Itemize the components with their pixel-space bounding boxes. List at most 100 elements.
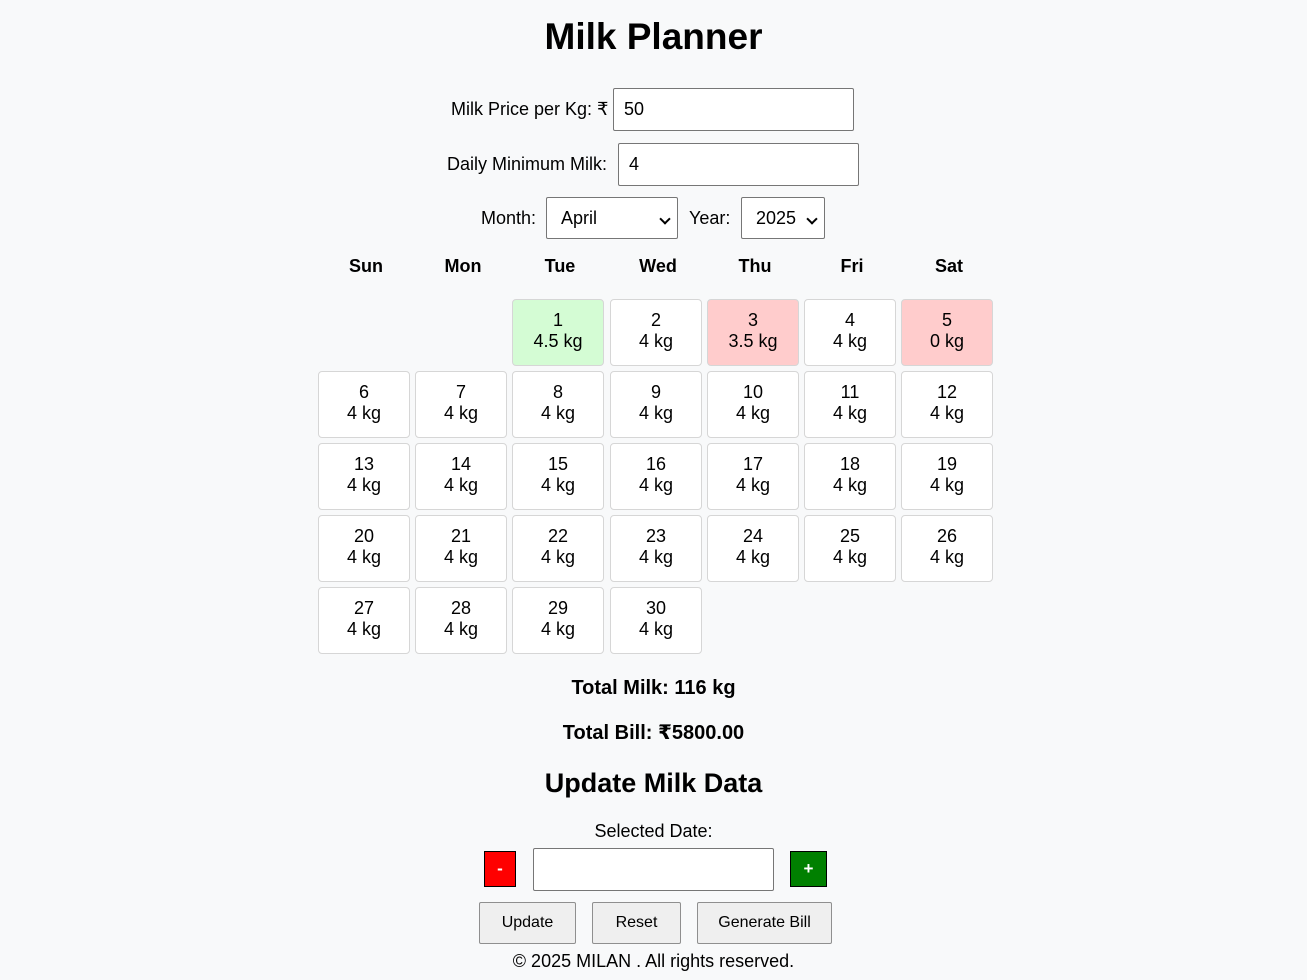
day-amount: 4 kg (929, 403, 965, 423)
day-number: 6 (358, 382, 369, 402)
year-select[interactable]: 2025 (741, 197, 825, 239)
increase-button[interactable]: + (790, 851, 827, 887)
year-label: Year: (689, 208, 731, 228)
day-number: 2 (650, 310, 661, 330)
day-amount: 4 kg (540, 403, 576, 423)
day-amount: 4 kg (832, 403, 868, 423)
day-number: 12 (936, 382, 958, 402)
calendar-day[interactable]: 24 4 kg (707, 515, 799, 582)
total-milk: Total Milk: 116 kg (571, 677, 736, 699)
day-amount: 4 kg (443, 619, 479, 639)
day-number: 7 (455, 382, 466, 402)
day-number: 28 (450, 598, 472, 618)
day-amount: 4 kg (832, 331, 868, 351)
day-amount: 4 kg (540, 475, 576, 495)
weekday-header: Tue (544, 256, 576, 276)
day-number: 24 (742, 526, 764, 546)
month-label: Month: (481, 208, 537, 228)
calendar-day[interactable]: 3 3.5 kg (707, 299, 799, 366)
price-input[interactable] (613, 88, 854, 131)
day-number: 10 (742, 382, 764, 402)
day-amount: 4 kg (735, 403, 771, 423)
calendar-day[interactable]: 27 4 kg (318, 587, 410, 654)
day-number: 26 (936, 526, 958, 546)
calendar-day[interactable]: 30 4 kg (610, 587, 702, 654)
month-selected-value: April (561, 208, 598, 228)
day-amount: 4 kg (443, 547, 479, 567)
calendar-day[interactable]: 14 4 kg (415, 443, 507, 510)
calendar-day[interactable]: 19 4 kg (901, 443, 993, 510)
month-select[interactable]: April (546, 197, 678, 239)
day-amount: 4 kg (443, 403, 479, 423)
day-number: 29 (547, 598, 569, 618)
day-amount: 4.5 kg (533, 331, 583, 351)
day-number: 9 (650, 382, 661, 402)
calendar-day[interactable]: 20 4 kg (318, 515, 410, 582)
day-amount: 4 kg (638, 619, 674, 639)
day-number: 25 (839, 526, 861, 546)
weekday-header: Fri (840, 256, 864, 276)
calendar-day[interactable]: 13 4 kg (318, 443, 410, 510)
day-number: 18 (839, 454, 861, 474)
day-number: 16 (645, 454, 667, 474)
day-amount: 4 kg (346, 547, 382, 567)
day-amount: 4 kg (638, 331, 674, 351)
day-amount: 4 kg (540, 547, 576, 567)
update-button[interactable]: Update (479, 902, 576, 944)
day-number: 17 (742, 454, 764, 474)
decrease-button[interactable]: - (484, 851, 516, 887)
weekday-header: Sat (934, 256, 963, 276)
day-number: 30 (645, 598, 667, 618)
milk-amount-input[interactable] (533, 848, 774, 891)
calendar-day[interactable]: 21 4 kg (415, 515, 507, 582)
calendar-day[interactable]: 17 4 kg (707, 443, 799, 510)
day-amount: 4 kg (638, 547, 674, 567)
day-amount: 0 kg (929, 331, 965, 351)
calendar-day[interactable]: 29 4 kg (512, 587, 604, 654)
year-selected-value: 2025 (756, 208, 797, 228)
calendar-day[interactable]: 22 4 kg (512, 515, 604, 582)
day-number: 11 (840, 382, 860, 402)
reset-button[interactable]: Reset (592, 902, 681, 944)
day-number: 19 (936, 454, 958, 474)
calendar-day[interactable]: 23 4 kg (610, 515, 702, 582)
calendar-day[interactable]: 11 4 kg (804, 371, 896, 438)
footer-copyright: © 2025 MILAN . All rights reserved. (512, 951, 795, 971)
day-number: 20 (353, 526, 375, 546)
day-number: 5 (941, 310, 952, 330)
chevron-down-icon (806, 213, 818, 225)
calendar-day[interactable]: 12 4 kg (901, 371, 993, 438)
day-amount: 4 kg (346, 403, 382, 423)
calendar-day[interactable]: 15 4 kg (512, 443, 604, 510)
update-heading: Update Milk Data (544, 768, 763, 798)
calendar-day[interactable]: 25 4 kg (804, 515, 896, 582)
selected-date-label: Selected Date: (594, 821, 713, 841)
generate-bill-button[interactable]: Generate Bill (697, 902, 832, 944)
calendar-day[interactable]: 26 4 kg (901, 515, 993, 582)
weekday-header: Mon (444, 256, 482, 276)
daily-min-input[interactable] (618, 143, 859, 186)
calendar-day[interactable]: 16 4 kg (610, 443, 702, 510)
day-amount: 4 kg (735, 475, 771, 495)
calendar-day[interactable]: 1 4.5 kg (512, 299, 604, 366)
day-number: 21 (450, 526, 472, 546)
daily-min-label: Daily Minimum Milk: (447, 154, 608, 174)
calendar-day[interactable]: 18 4 kg (804, 443, 896, 510)
day-number: 15 (547, 454, 569, 474)
calendar-day[interactable]: 10 4 kg (707, 371, 799, 438)
calendar-day[interactable]: 28 4 kg (415, 587, 507, 654)
day-number: 1 (552, 310, 563, 330)
day-amount: 4 kg (638, 403, 674, 423)
day-amount: 4 kg (540, 619, 576, 639)
day-amount: 4 kg (346, 475, 382, 495)
day-amount: 4 kg (929, 475, 965, 495)
day-number: 23 (645, 526, 667, 546)
